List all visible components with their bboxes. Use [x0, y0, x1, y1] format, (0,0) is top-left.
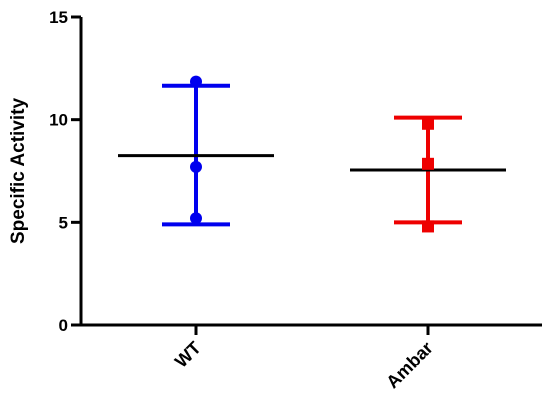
- x-ticks: WT Ambar: [171, 325, 437, 392]
- series-ambar: [350, 115, 506, 233]
- plot-area: [118, 75, 506, 233]
- data-point: [190, 160, 202, 173]
- x-category-label: Ambar: [382, 338, 436, 392]
- y-tick-label: 0: [59, 316, 68, 335]
- data-point: [422, 220, 434, 233]
- x-category-label: WT: [171, 338, 205, 372]
- y-tick-label: 5: [59, 213, 68, 232]
- y-tick-label: 10: [49, 111, 68, 130]
- data-point: [422, 117, 434, 130]
- data-point: [190, 212, 202, 225]
- y-tick-label: 15: [49, 8, 68, 27]
- y-ticks: 0 5 10 15: [49, 8, 81, 335]
- data-point: [190, 75, 202, 88]
- y-axis-title: Specific Activity: [8, 98, 29, 245]
- data-point: [422, 157, 434, 170]
- series-wt: [118, 75, 274, 227]
